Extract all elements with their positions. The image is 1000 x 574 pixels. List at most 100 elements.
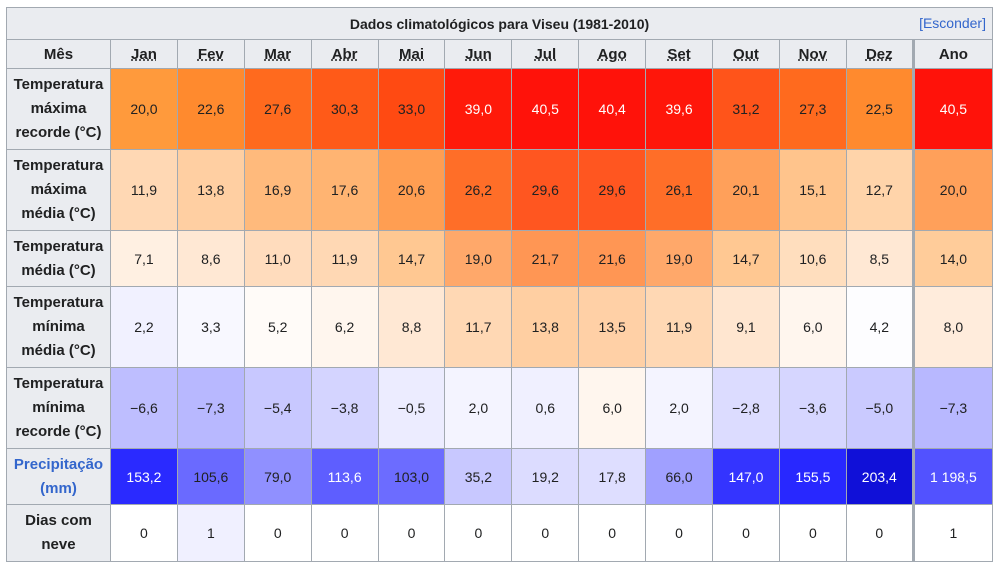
table-row: Temperatura mínima recorde (°C) −6,6 −7,3 −5,… [6,367,994,449]
month-header[interactable]: Jul [511,39,580,69]
value-cell: 27,6 [243,68,312,150]
year-value-cell: 8,0 [911,286,994,368]
month-label[interactable]: Abr [331,45,358,63]
year-value-cell: 40,5 [911,68,994,150]
year-value-cell: 14,0 [911,230,994,287]
value-cell: 2,2 [110,286,178,368]
value-cell: 0 [845,504,914,562]
value-cell: 29,6 [578,149,647,231]
value-cell: 13,5 [578,286,647,368]
month-header[interactable]: Jan [110,39,178,69]
value-cell: 0 [778,504,847,562]
value-cell: 13,8 [511,286,580,368]
month-header[interactable]: Dez [845,39,914,69]
value-cell: 0 [310,504,379,562]
month-header[interactable]: Mai [377,39,446,69]
hide-toggle-link[interactable]: [Esconder] [919,15,986,31]
month-label[interactable]: Dez [865,45,893,63]
row-header: Temperatura média (°C) [6,230,111,287]
row-header-line: Temperatura [13,157,104,174]
month-header[interactable]: Set [645,39,714,69]
table-row: Temperatura máxima média (°C) 11,9 13,8 16,9 1… [6,149,994,231]
value-cell: 11,9 [110,149,178,231]
year-value-cell: 1 [911,504,994,562]
month-label[interactable]: Out [733,45,759,63]
row-header: Temperatura mínima média (°C) [6,286,111,368]
month-label[interactable]: Jun [465,45,492,63]
month-label[interactable]: Set [667,45,691,63]
month-header[interactable]: Jun [444,39,513,69]
value-cell: 2,0 [444,367,513,449]
value-cell: 11,7 [444,286,513,368]
value-cell: −3,8 [310,367,379,449]
value-cell: 0 [110,504,178,562]
row-header-line: média (°C) [21,205,96,222]
month-header[interactable]: Fev [176,39,245,69]
row-header-line: neve [41,536,76,553]
value-cell: 11,0 [243,230,312,287]
row-header-line: mínima [32,399,85,416]
month-label[interactable]: Nov [798,45,828,63]
value-cell: 19,0 [444,230,513,287]
value-cell: −5,4 [243,367,312,449]
value-cell: 40,5 [511,68,580,150]
value-cell: 0 [243,504,312,562]
month-label[interactable]: Mar [264,45,292,63]
row-header: Temperatura máxima recorde (°C) [6,68,111,150]
value-cell: 0 [511,504,580,562]
year-header: Ano [911,39,994,69]
value-cell: 31,2 [712,68,780,150]
value-cell: −3,6 [778,367,847,449]
row-header-line[interactable]: (mm) [40,479,77,497]
row-header-line: mínima [32,318,85,335]
row-header-line: média (°C) [21,342,96,359]
year-value-cell: 1 198,5 [911,448,994,505]
value-cell: 12,7 [845,149,914,231]
value-cell: −0,5 [377,367,446,449]
value-cell: 16,9 [243,149,312,231]
value-cell: 155,5 [778,448,847,505]
value-cell: 103,0 [377,448,446,505]
month-header[interactable]: Nov [778,39,847,69]
value-cell: 27,3 [778,68,847,150]
value-cell: 20,0 [110,68,178,150]
month-label[interactable]: Fev [197,45,224,63]
month-header[interactable]: Mar [243,39,312,69]
month-label[interactable]: Jan [131,45,157,63]
row-header-line: média (°C) [21,261,96,279]
value-cell: 8,6 [176,230,245,287]
value-cell: 20,1 [712,149,780,231]
row-header-line[interactable]: Precipitação [13,455,104,473]
value-cell: 7,1 [110,230,178,287]
value-cell: 29,6 [511,149,580,231]
row-header: Temperatura mínima recorde (°C) [6,367,111,449]
table-row: Precipitação (mm) 153,2 105,6 79,0 113,6 103,0… [6,448,994,505]
value-cell: 22,6 [176,68,245,150]
table-row: Temperatura mínima média (°C) 2,2 3,3 5,2 6,2 8… [6,286,994,368]
climate-table: Dados climatológicos para Viseu (1981-20… [6,7,994,562]
month-header[interactable]: Out [712,39,780,69]
month-label[interactable]: Mai [399,45,425,63]
value-cell: 14,7 [377,230,446,287]
month-header[interactable]: Ago [578,39,647,69]
row-header-line: recorde (°C) [15,423,102,440]
value-cell: 79,0 [243,448,312,505]
value-cell: 5,2 [243,286,312,368]
month-header[interactable]: Abr [310,39,379,69]
value-cell: 40,4 [578,68,647,150]
value-cell: 10,6 [778,230,847,287]
value-cell: 105,6 [176,448,245,505]
value-cell: 0 [578,504,647,562]
month-label[interactable]: Jul [534,45,557,63]
value-cell: 9,1 [712,286,780,368]
value-cell: 0 [645,504,714,562]
corner-header: Mês [6,39,111,69]
value-cell: 0 [444,504,513,562]
value-cell: 6,0 [778,286,847,368]
value-cell: −6,6 [110,367,178,449]
row-header-line: Temperatura [13,76,104,93]
value-cell: 6,0 [578,367,647,449]
month-label[interactable]: Ago [597,45,627,63]
table-title: Dados climatológicos para Viseu (1981-20… [349,15,650,32]
value-cell: 0,6 [511,367,580,449]
